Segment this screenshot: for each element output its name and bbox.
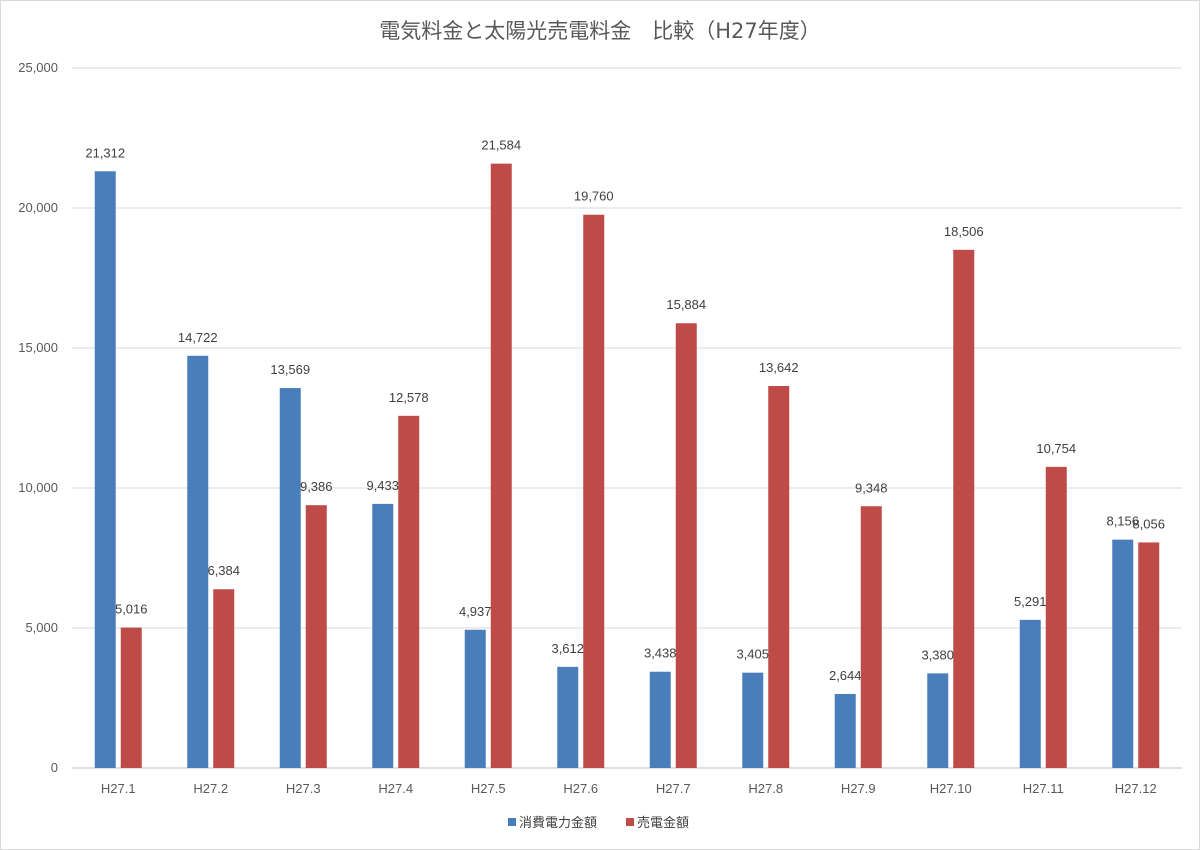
data-label: 5,016 <box>115 602 148 617</box>
bar-series-2 <box>120 627 142 768</box>
bar-series-2 <box>398 415 420 768</box>
data-label: 13,569 <box>270 362 310 377</box>
bar-series-2 <box>953 249 975 768</box>
legend-swatch <box>508 818 516 826</box>
x-tick-label: H27.10 <box>930 781 972 796</box>
bar-series-1 <box>94 171 116 768</box>
x-tick-label: H27.8 <box>748 781 783 796</box>
bar-series-2 <box>768 386 790 768</box>
data-label: 18,506 <box>944 224 984 239</box>
data-label: 12,578 <box>389 390 429 405</box>
bar-series-2 <box>305 505 327 768</box>
data-label: 2,644 <box>829 668 862 683</box>
x-tick-label: H27.3 <box>286 781 321 796</box>
bar-series-1 <box>1112 539 1134 768</box>
bar-series-2 <box>490 163 512 768</box>
y-tick-label: 5,000 <box>25 620 58 635</box>
data-label: 9,348 <box>855 480 888 495</box>
chart-title: 電気料金と太陽光売電料金 比較（H27年度） <box>379 19 821 43</box>
data-label: 3,612 <box>551 641 584 656</box>
legend-label: 消費電力金額 <box>519 815 597 831</box>
legend-swatch <box>626 818 634 826</box>
y-tick-label: 0 <box>51 760 58 775</box>
bar-series-2 <box>1138 542 1160 768</box>
y-axis-ticks: 0 5,000 10,000 15,000 20,000 25,000 <box>18 60 58 775</box>
data-labels: 21,312 5,016 14,722 6,384 13,569 9,386 9,433 12… <box>85 138 1165 683</box>
data-label: 21,312 <box>85 145 125 160</box>
bar-series-2 <box>213 589 235 768</box>
bar-series-2 <box>860 506 882 768</box>
x-tick-label: H27.6 <box>563 781 598 796</box>
data-label: 19,760 <box>574 189 614 204</box>
x-tick-label: H27.1 <box>101 781 136 796</box>
y-tick-label: 20,000 <box>18 200 58 215</box>
bar-series-1 <box>372 503 394 768</box>
data-label: 3,405 <box>736 647 769 662</box>
x-tick-label: H27.9 <box>841 781 876 796</box>
bar-series-1 <box>557 666 579 768</box>
bar-series-1 <box>1019 619 1041 768</box>
data-label: 9,433 <box>366 478 399 493</box>
bar-series-1 <box>187 355 209 768</box>
x-tick-label: H27.5 <box>471 781 506 796</box>
data-label: 9,386 <box>300 479 333 494</box>
legend-label: 売電金額 <box>637 815 689 831</box>
bar-series-2 <box>1045 466 1067 768</box>
data-label: 8,056 <box>1132 516 1165 531</box>
data-label: 4,937 <box>459 604 492 619</box>
bar-series-1 <box>464 629 486 768</box>
data-label: 13,642 <box>759 360 799 375</box>
data-label: 15,884 <box>666 297 706 312</box>
bar-series-1 <box>742 672 764 768</box>
x-tick-label: H27.11 <box>1023 781 1064 796</box>
bars <box>94 163 1160 769</box>
data-label: 14,722 <box>178 330 218 345</box>
bar-series-2 <box>675 323 697 768</box>
y-tick-label: 25,000 <box>18 60 58 75</box>
x-tick-label: H27.12 <box>1115 781 1157 796</box>
data-label: 10,754 <box>1036 441 1076 456</box>
data-label: 21,584 <box>481 138 521 153</box>
legend: 消費電力金額 売電金額 <box>508 815 689 831</box>
data-label: 5,291 <box>1014 594 1047 609</box>
bar-series-1 <box>927 673 949 768</box>
data-label: 8,156 <box>1106 514 1139 529</box>
data-label: 3,438 <box>644 646 677 661</box>
x-axis-ticks: H27.1 H27.2 H27.3 H27.4 H27.5 H27.6 H27.7 H27.8… <box>101 781 1157 796</box>
bar-series-1 <box>834 693 856 768</box>
bar-series-1 <box>649 671 671 768</box>
y-tick-label: 15,000 <box>18 340 58 355</box>
bar-series-1 <box>279 388 301 768</box>
y-tick-label: 10,000 <box>18 480 58 495</box>
x-tick-label: H27.2 <box>193 781 228 796</box>
x-tick-label: H27.7 <box>656 781 691 796</box>
data-label: 3,380 <box>921 647 954 662</box>
gridlines <box>72 67 1182 769</box>
x-tick-label: H27.4 <box>378 781 413 796</box>
data-label: 6,384 <box>207 563 240 578</box>
bar-series-2 <box>583 214 605 769</box>
